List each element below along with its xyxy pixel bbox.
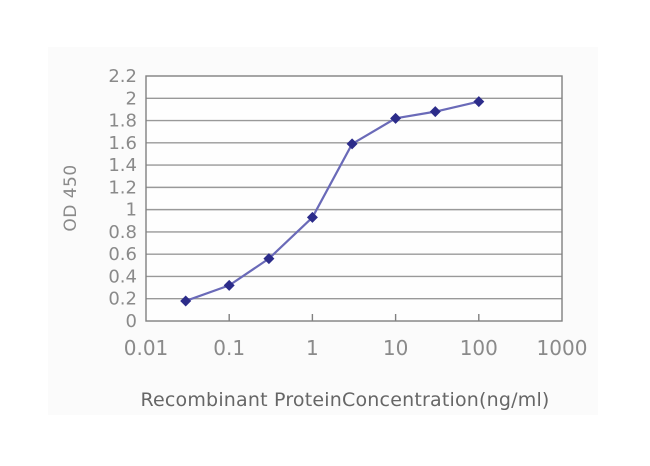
y-tick-label: 0.6 bbox=[108, 244, 137, 265]
data-point-marker bbox=[429, 106, 441, 118]
y-tick-label: 0.4 bbox=[108, 266, 137, 287]
plot-area bbox=[146, 76, 562, 321]
x-tick-label: 10 bbox=[383, 336, 408, 360]
x-tick-label: 100 bbox=[460, 336, 498, 360]
y-tick-label: 2.2 bbox=[108, 66, 137, 87]
y-tick-label: 1.8 bbox=[108, 111, 137, 132]
x-tick-label: 1 bbox=[306, 336, 319, 360]
y-tick-label: 1.2 bbox=[108, 177, 137, 198]
data-point-marker bbox=[223, 279, 235, 291]
x-tick-label: 0.01 bbox=[124, 336, 169, 360]
plot-border bbox=[145, 75, 563, 322]
x-axis-title: Recombinant ProteinConcentration(ng/ml) bbox=[140, 389, 550, 411]
y-tick-label: 2 bbox=[126, 88, 137, 109]
y-tick-label: 0.8 bbox=[108, 222, 137, 243]
y-tick-label: 0 bbox=[126, 311, 137, 332]
data-point-marker bbox=[390, 112, 402, 124]
data-point-marker bbox=[473, 96, 485, 108]
y-tick-label: 0.2 bbox=[108, 289, 137, 310]
data-point-marker bbox=[306, 211, 318, 223]
y-tick-label: 1.4 bbox=[108, 155, 137, 176]
data-point-marker bbox=[263, 253, 275, 265]
y-tick-label: 1 bbox=[126, 200, 137, 221]
y-axis-title: OD 450 bbox=[61, 164, 81, 232]
y-tick-label: 1.6 bbox=[108, 133, 137, 154]
x-tick-label: 1000 bbox=[537, 336, 588, 360]
x-tick-label: 0.1 bbox=[213, 336, 245, 360]
data-point-marker bbox=[346, 138, 358, 150]
data-line bbox=[185, 100, 480, 302]
data-point-marker bbox=[180, 295, 192, 307]
